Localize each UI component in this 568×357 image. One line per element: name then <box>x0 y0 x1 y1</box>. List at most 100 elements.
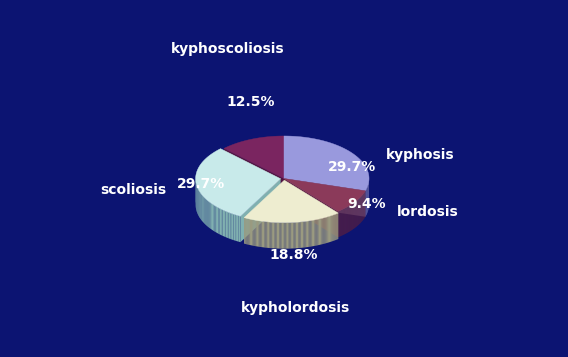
Polygon shape <box>244 180 339 223</box>
Polygon shape <box>284 178 338 237</box>
Polygon shape <box>333 215 334 241</box>
Polygon shape <box>315 220 316 246</box>
Polygon shape <box>240 179 281 242</box>
Polygon shape <box>274 222 275 248</box>
Polygon shape <box>214 205 216 232</box>
Polygon shape <box>292 222 293 248</box>
Polygon shape <box>322 218 323 244</box>
Text: kypholordosis: kypholordosis <box>241 301 350 315</box>
Text: 18.8%: 18.8% <box>269 248 318 262</box>
Polygon shape <box>204 198 206 225</box>
Polygon shape <box>272 222 273 248</box>
Text: lordosis: lordosis <box>397 205 459 218</box>
Polygon shape <box>220 208 221 235</box>
Polygon shape <box>225 211 227 238</box>
Polygon shape <box>296 222 297 248</box>
Polygon shape <box>237 215 239 242</box>
Polygon shape <box>308 221 310 247</box>
Polygon shape <box>269 222 270 248</box>
Polygon shape <box>300 222 302 248</box>
Polygon shape <box>286 223 287 249</box>
Polygon shape <box>284 136 369 191</box>
Polygon shape <box>224 149 284 205</box>
Polygon shape <box>245 218 247 244</box>
Polygon shape <box>251 219 252 246</box>
Polygon shape <box>206 199 207 226</box>
Polygon shape <box>312 220 313 246</box>
Polygon shape <box>299 222 300 248</box>
Polygon shape <box>302 222 303 248</box>
Polygon shape <box>264 221 265 248</box>
Polygon shape <box>288 223 290 248</box>
Polygon shape <box>258 221 260 247</box>
Polygon shape <box>239 216 240 242</box>
Polygon shape <box>332 215 333 241</box>
Polygon shape <box>281 223 282 249</box>
Polygon shape <box>268 222 269 248</box>
Polygon shape <box>318 219 319 245</box>
Text: 29.7%: 29.7% <box>328 160 377 174</box>
Polygon shape <box>303 221 304 248</box>
Polygon shape <box>270 222 272 248</box>
Polygon shape <box>256 220 257 246</box>
Polygon shape <box>218 208 220 234</box>
Polygon shape <box>213 205 214 231</box>
Polygon shape <box>307 221 308 247</box>
Text: 29.7%: 29.7% <box>177 177 225 191</box>
Polygon shape <box>294 222 296 248</box>
Polygon shape <box>275 222 277 248</box>
Polygon shape <box>244 218 245 244</box>
Polygon shape <box>284 178 365 211</box>
Polygon shape <box>291 222 292 248</box>
Polygon shape <box>287 223 288 249</box>
Polygon shape <box>320 218 321 245</box>
Polygon shape <box>297 222 298 248</box>
Polygon shape <box>283 223 285 249</box>
Polygon shape <box>335 214 336 240</box>
Polygon shape <box>224 136 284 178</box>
Polygon shape <box>278 222 279 248</box>
Polygon shape <box>199 191 200 218</box>
Polygon shape <box>267 222 268 248</box>
Text: kyphoscoliosis: kyphoscoliosis <box>170 42 284 56</box>
Polygon shape <box>223 210 224 236</box>
Polygon shape <box>224 211 225 237</box>
Polygon shape <box>207 200 208 227</box>
Polygon shape <box>201 193 202 220</box>
Polygon shape <box>216 206 217 233</box>
Polygon shape <box>210 202 211 229</box>
Polygon shape <box>250 219 251 245</box>
Polygon shape <box>200 192 201 219</box>
Polygon shape <box>319 219 320 245</box>
Polygon shape <box>254 220 256 246</box>
Polygon shape <box>261 221 262 247</box>
Polygon shape <box>230 213 232 240</box>
Polygon shape <box>247 218 248 245</box>
Polygon shape <box>304 221 306 247</box>
Polygon shape <box>265 222 267 248</box>
Polygon shape <box>202 195 203 222</box>
Text: 9.4%: 9.4% <box>348 197 386 211</box>
Polygon shape <box>337 213 339 240</box>
Polygon shape <box>327 217 328 243</box>
Polygon shape <box>314 220 315 246</box>
Polygon shape <box>211 203 212 230</box>
Polygon shape <box>279 223 281 248</box>
Polygon shape <box>235 215 237 241</box>
Polygon shape <box>263 221 264 247</box>
Polygon shape <box>195 149 281 216</box>
Polygon shape <box>298 222 299 248</box>
Polygon shape <box>282 223 283 249</box>
Polygon shape <box>227 212 229 238</box>
Polygon shape <box>252 220 253 246</box>
Polygon shape <box>316 219 318 246</box>
Polygon shape <box>217 207 218 233</box>
Polygon shape <box>221 209 223 236</box>
Polygon shape <box>293 222 294 248</box>
Polygon shape <box>331 215 332 242</box>
Polygon shape <box>325 217 327 243</box>
Polygon shape <box>330 216 331 242</box>
Polygon shape <box>273 222 274 248</box>
Polygon shape <box>311 220 312 247</box>
Polygon shape <box>321 218 322 245</box>
